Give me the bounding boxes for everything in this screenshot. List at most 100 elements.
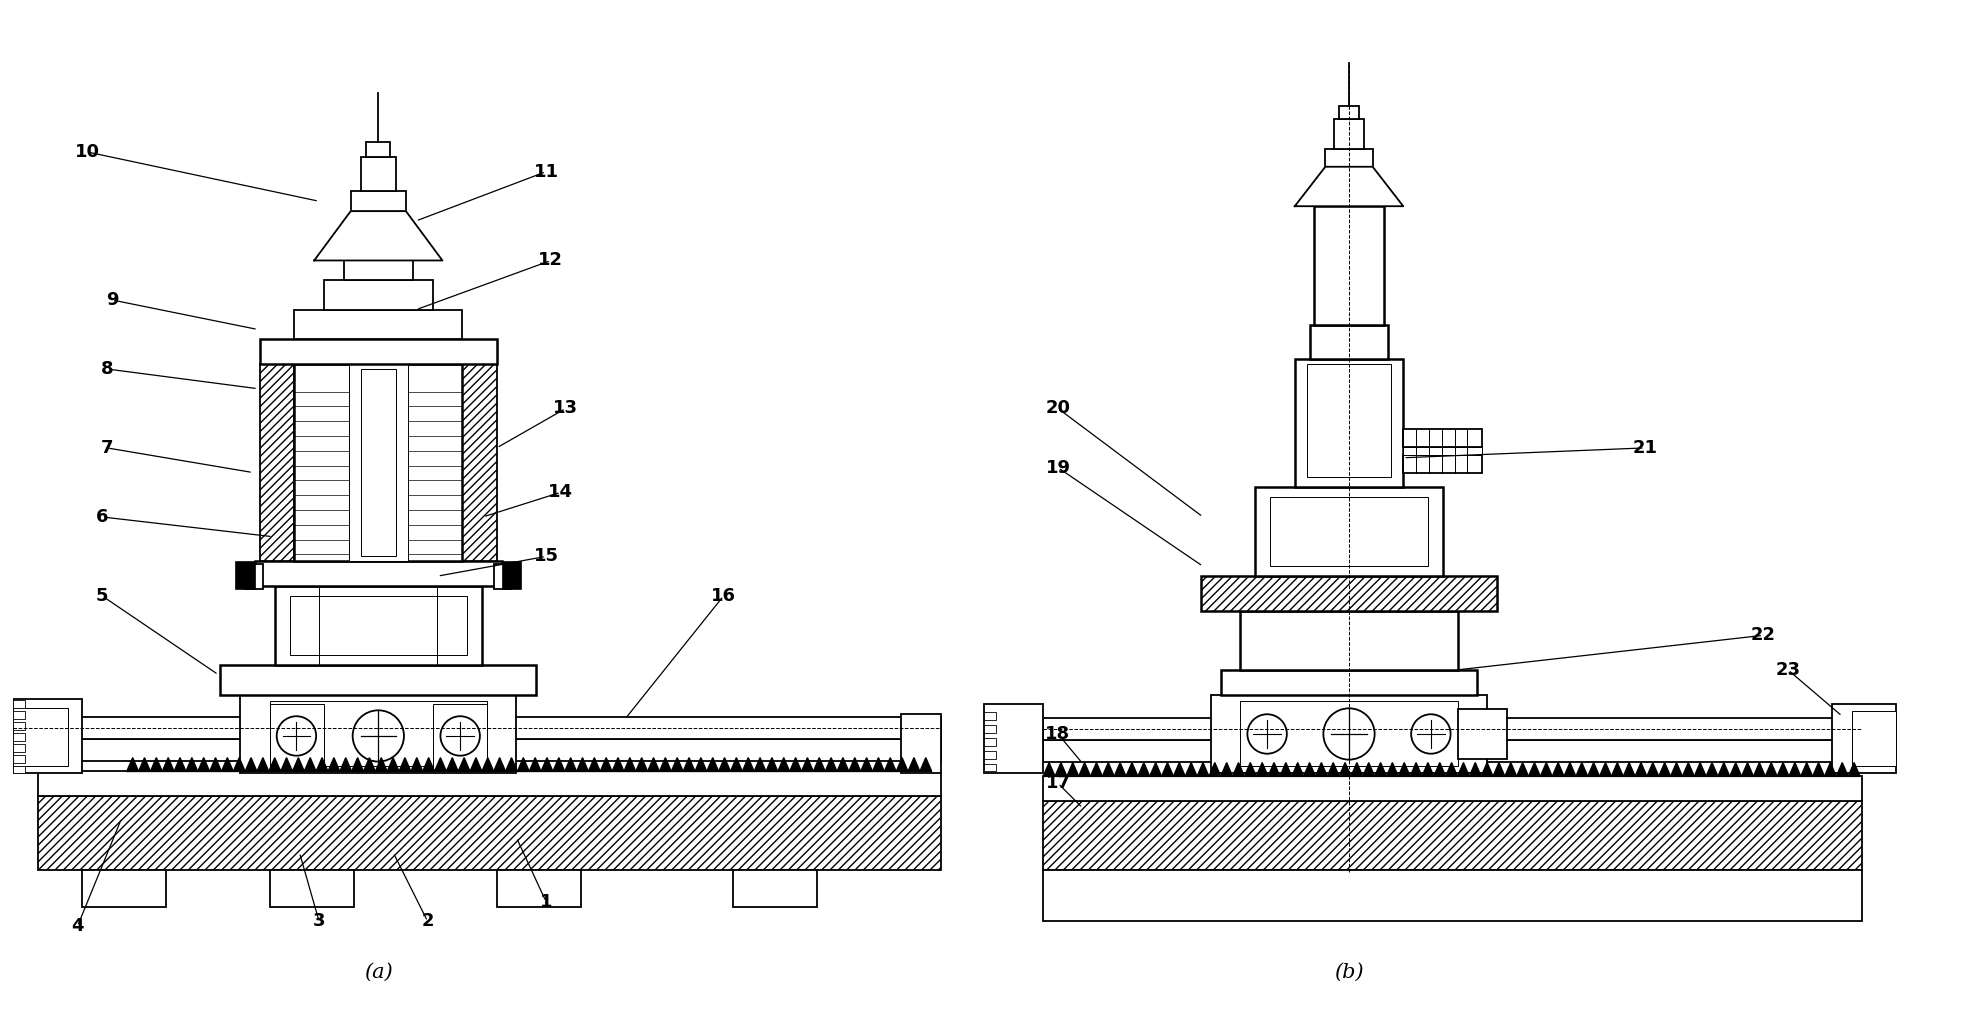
Polygon shape	[1161, 763, 1173, 776]
Bar	[984, 705, 1043, 773]
Polygon shape	[1706, 763, 1718, 776]
Polygon shape	[836, 758, 848, 771]
Polygon shape	[340, 758, 352, 771]
Bar	[260, 339, 496, 364]
Text: 19: 19	[1045, 459, 1071, 477]
Bar	[734, 870, 817, 907]
Polygon shape	[270, 758, 281, 771]
Polygon shape	[222, 758, 234, 771]
Polygon shape	[173, 758, 185, 771]
Bar	[984, 713, 996, 720]
Polygon shape	[1765, 763, 1777, 776]
Bar	[37, 771, 941, 796]
Polygon shape	[1801, 763, 1813, 776]
Bar	[14, 709, 67, 765]
Bar	[1852, 712, 1897, 765]
Bar	[14, 712, 26, 719]
Polygon shape	[1362, 763, 1374, 776]
Text: 2: 2	[421, 912, 433, 930]
Text: 6: 6	[96, 508, 108, 526]
Polygon shape	[293, 758, 305, 771]
Polygon shape	[1446, 763, 1458, 776]
Polygon shape	[1232, 763, 1244, 776]
Bar	[1043, 718, 1862, 739]
Text: 21: 21	[1631, 439, 1657, 457]
Bar	[1043, 739, 1862, 762]
Bar	[289, 596, 466, 655]
Polygon shape	[1482, 763, 1494, 776]
Bar	[1295, 359, 1403, 488]
Polygon shape	[588, 758, 600, 771]
Bar	[236, 562, 256, 588]
Polygon shape	[518, 758, 529, 771]
Bar	[1210, 694, 1488, 773]
Polygon shape	[126, 758, 138, 771]
Polygon shape	[1671, 763, 1683, 776]
Bar	[14, 755, 26, 763]
Polygon shape	[1624, 763, 1635, 776]
Polygon shape	[1220, 763, 1232, 776]
Polygon shape	[1458, 763, 1470, 776]
Polygon shape	[1315, 763, 1326, 776]
Text: 4: 4	[71, 917, 85, 936]
Polygon shape	[317, 758, 329, 771]
Bar	[360, 369, 396, 557]
Bar	[1240, 701, 1458, 765]
Bar	[1269, 497, 1429, 566]
Polygon shape	[1149, 763, 1161, 776]
Bar	[1240, 611, 1458, 670]
Polygon shape	[1208, 763, 1220, 776]
Bar	[37, 796, 941, 870]
Bar	[1309, 325, 1389, 359]
Polygon shape	[447, 758, 459, 771]
Text: 14: 14	[549, 484, 573, 501]
Bar	[1043, 870, 1862, 921]
Polygon shape	[423, 758, 435, 771]
Polygon shape	[435, 758, 447, 771]
Polygon shape	[329, 758, 340, 771]
Polygon shape	[647, 758, 659, 771]
Polygon shape	[281, 758, 293, 771]
Bar	[462, 364, 496, 562]
Polygon shape	[801, 758, 813, 771]
Polygon shape	[1588, 763, 1600, 776]
Bar	[83, 870, 165, 907]
Polygon shape	[1244, 763, 1256, 776]
Polygon shape	[1600, 763, 1612, 776]
Polygon shape	[766, 758, 777, 771]
Text: 1: 1	[539, 892, 553, 911]
Bar	[1200, 576, 1498, 611]
Bar	[270, 870, 354, 907]
Text: 15: 15	[533, 547, 559, 566]
Polygon shape	[825, 758, 836, 771]
Polygon shape	[1553, 763, 1565, 776]
Bar	[360, 157, 396, 191]
Bar	[14, 733, 26, 740]
Polygon shape	[315, 212, 443, 261]
Polygon shape	[1374, 763, 1387, 776]
Text: 18: 18	[1045, 725, 1071, 743]
Polygon shape	[1338, 763, 1350, 776]
Text: 9: 9	[106, 291, 118, 309]
Polygon shape	[1185, 763, 1197, 776]
Polygon shape	[1303, 763, 1315, 776]
Polygon shape	[1836, 763, 1848, 776]
Bar	[366, 142, 390, 157]
Bar	[1043, 776, 1862, 801]
Polygon shape	[848, 758, 860, 771]
Polygon shape	[1256, 763, 1267, 776]
Bar	[496, 870, 581, 907]
Polygon shape	[258, 758, 270, 771]
Polygon shape	[718, 758, 730, 771]
Polygon shape	[553, 758, 565, 771]
Bar	[240, 694, 516, 773]
Polygon shape	[1576, 763, 1588, 776]
Polygon shape	[1694, 763, 1706, 776]
Text: (a): (a)	[364, 963, 394, 982]
Polygon shape	[813, 758, 825, 771]
Polygon shape	[1043, 763, 1055, 776]
Polygon shape	[624, 758, 636, 771]
Bar	[344, 261, 413, 280]
Polygon shape	[482, 758, 494, 771]
Polygon shape	[376, 758, 388, 771]
